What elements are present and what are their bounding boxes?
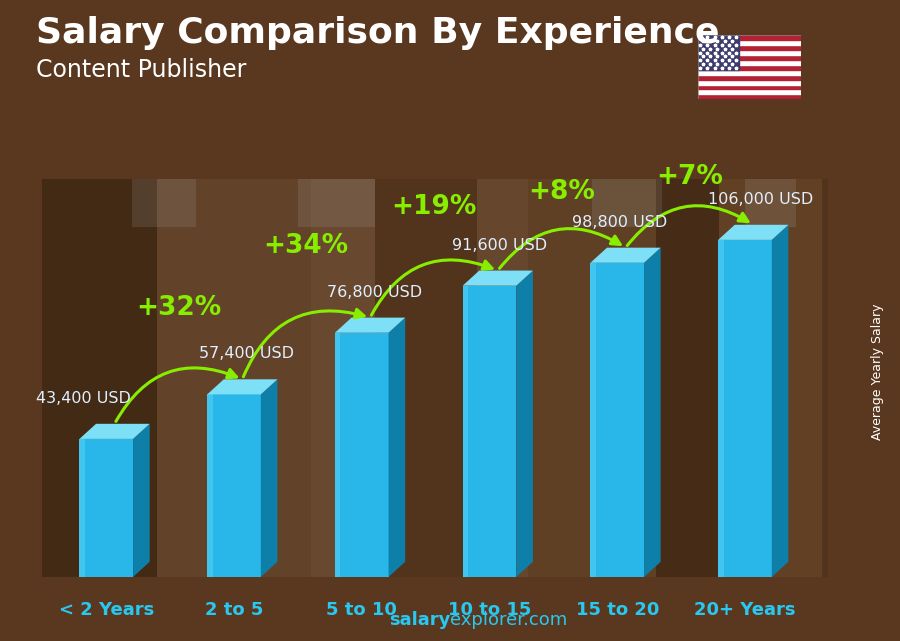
Bar (822, 179, 900, 577)
Polygon shape (207, 379, 277, 394)
Text: +7%: +7% (656, 164, 723, 190)
Text: salary: salary (389, 612, 450, 629)
Bar (698, 79, 801, 85)
Text: 106,000 USD: 106,000 USD (707, 192, 813, 207)
Bar (698, 94, 801, 99)
Bar (698, 35, 739, 70)
Polygon shape (463, 286, 517, 577)
Polygon shape (79, 439, 133, 577)
Bar (310, 179, 374, 577)
Bar (374, 179, 477, 577)
Bar (698, 60, 801, 65)
Bar (42, 179, 158, 577)
Text: 98,800 USD: 98,800 USD (572, 215, 668, 229)
Polygon shape (590, 263, 596, 577)
Polygon shape (335, 333, 340, 577)
Text: 76,800 USD: 76,800 USD (327, 285, 422, 300)
Polygon shape (133, 424, 149, 577)
Text: +32%: +32% (136, 295, 221, 320)
Bar (698, 70, 801, 75)
Text: Average Yearly Salary: Average Yearly Salary (871, 304, 884, 440)
Bar (698, 35, 801, 40)
Text: Salary Comparison By Experience: Salary Comparison By Experience (36, 16, 719, 50)
Text: 5 to 10: 5 to 10 (327, 601, 397, 619)
Polygon shape (79, 424, 149, 439)
Bar (477, 179, 527, 577)
Bar (698, 85, 801, 90)
Text: 2 to 5: 2 to 5 (205, 601, 263, 619)
Text: 10 to 15: 10 to 15 (448, 601, 531, 619)
Text: 57,400 USD: 57,400 USD (199, 346, 294, 362)
Polygon shape (644, 247, 661, 577)
Polygon shape (389, 318, 405, 577)
Bar (698, 65, 801, 70)
Polygon shape (79, 439, 85, 577)
Bar (698, 90, 801, 94)
Polygon shape (718, 225, 788, 240)
Polygon shape (261, 379, 277, 577)
Polygon shape (463, 286, 468, 577)
Polygon shape (207, 394, 212, 577)
Bar (698, 50, 801, 55)
Text: 91,600 USD: 91,600 USD (452, 238, 547, 253)
Polygon shape (335, 318, 405, 333)
Text: 20+ Years: 20+ Years (694, 601, 796, 619)
Bar (698, 75, 801, 79)
Bar (719, 179, 822, 577)
Polygon shape (772, 225, 788, 577)
Bar (298, 179, 374, 227)
Bar (591, 179, 662, 227)
Polygon shape (335, 333, 389, 577)
Polygon shape (590, 263, 644, 577)
Text: +19%: +19% (392, 194, 477, 220)
Polygon shape (718, 240, 724, 577)
Text: 43,400 USD: 43,400 USD (36, 391, 130, 406)
Text: 15 to 20: 15 to 20 (575, 601, 659, 619)
Bar (527, 179, 655, 577)
Bar (655, 179, 719, 577)
Text: +34%: +34% (264, 233, 348, 259)
Text: +8%: +8% (528, 179, 595, 205)
Text: Content Publisher: Content Publisher (36, 58, 247, 81)
Bar (131, 179, 195, 227)
Polygon shape (590, 247, 661, 263)
Polygon shape (207, 394, 261, 577)
Polygon shape (463, 271, 533, 286)
Polygon shape (718, 240, 772, 577)
Bar (158, 179, 310, 577)
Bar (745, 179, 796, 227)
Bar (698, 40, 801, 45)
Text: < 2 Years: < 2 Years (58, 601, 154, 619)
Bar (698, 55, 801, 60)
Text: explorer.com: explorer.com (450, 612, 567, 629)
Bar (698, 45, 801, 50)
Polygon shape (517, 271, 533, 577)
